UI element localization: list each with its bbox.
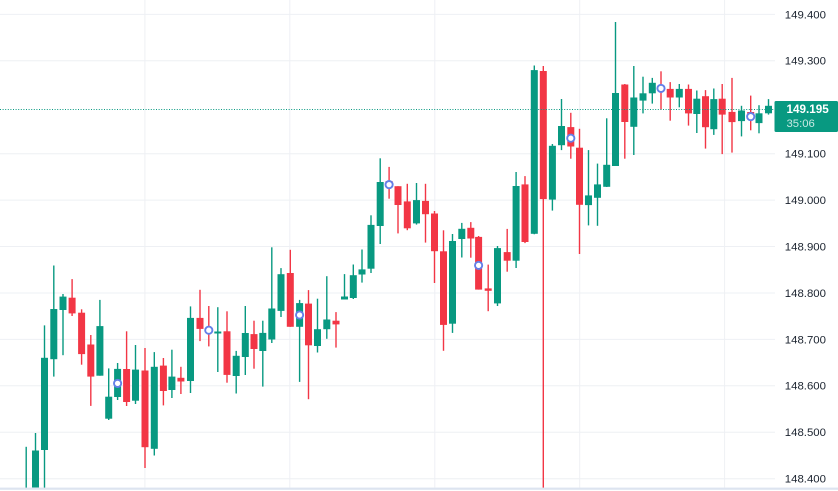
svg-text:148.700: 148.700 — [785, 334, 826, 346]
svg-text:149.195: 149.195 — [787, 103, 830, 116]
svg-text:148.500: 148.500 — [785, 427, 826, 439]
svg-text:149.000: 149.000 — [785, 195, 826, 207]
svg-text:35:06: 35:06 — [787, 118, 815, 130]
svg-text:148.600: 148.600 — [785, 381, 826, 393]
svg-text:149.400: 149.400 — [785, 9, 826, 21]
svg-text:148.400: 148.400 — [785, 474, 826, 486]
svg-text:149.300: 149.300 — [785, 56, 826, 68]
svg-text:148.800: 148.800 — [785, 288, 826, 300]
svg-text:148.900: 148.900 — [785, 241, 826, 253]
svg-text:149.100: 149.100 — [785, 149, 826, 161]
